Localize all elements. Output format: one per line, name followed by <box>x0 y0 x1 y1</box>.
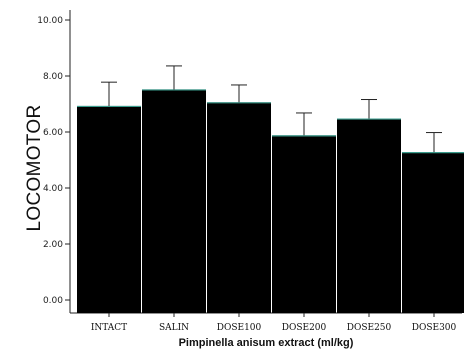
bar <box>402 152 464 313</box>
x-tick-label: SALIN <box>159 323 189 333</box>
y-tick-label: 10.00 <box>37 16 63 26</box>
x-tick-label: INTACT <box>91 323 127 333</box>
bars-group <box>77 89 464 314</box>
bar <box>272 135 336 313</box>
bar <box>77 105 141 314</box>
x-axis-label: Pimpinella anisum extract (ml/kg) <box>179 337 354 349</box>
bar <box>337 118 401 313</box>
x-ticks-group: INTACT SALIN DOSE100 DOSE200 DOSE250 DOSE300 <box>91 313 457 333</box>
x-tick-label: DOSE250 <box>347 323 392 333</box>
y-axis-label: LOCOMOTOR <box>24 105 45 232</box>
y-tick-label: 2.00 <box>43 240 63 250</box>
x-tick-label: DOSE100 <box>217 323 262 333</box>
x-tick-label: DOSE200 <box>282 323 327 333</box>
y-tick-label: 8.00 <box>43 72 63 82</box>
error-bars-group <box>101 65 442 153</box>
y-tick-label: 4.00 <box>43 184 63 194</box>
y-ticks-group: 0.00 2.00 4.00 6.00 8.00 10.00 <box>37 16 70 306</box>
y-tick-label: 6.00 <box>43 128 63 138</box>
y-tick-label: 0.00 <box>43 296 63 306</box>
x-tick-label: DOSE300 <box>412 323 457 333</box>
bar <box>142 89 206 313</box>
bar <box>207 102 271 313</box>
